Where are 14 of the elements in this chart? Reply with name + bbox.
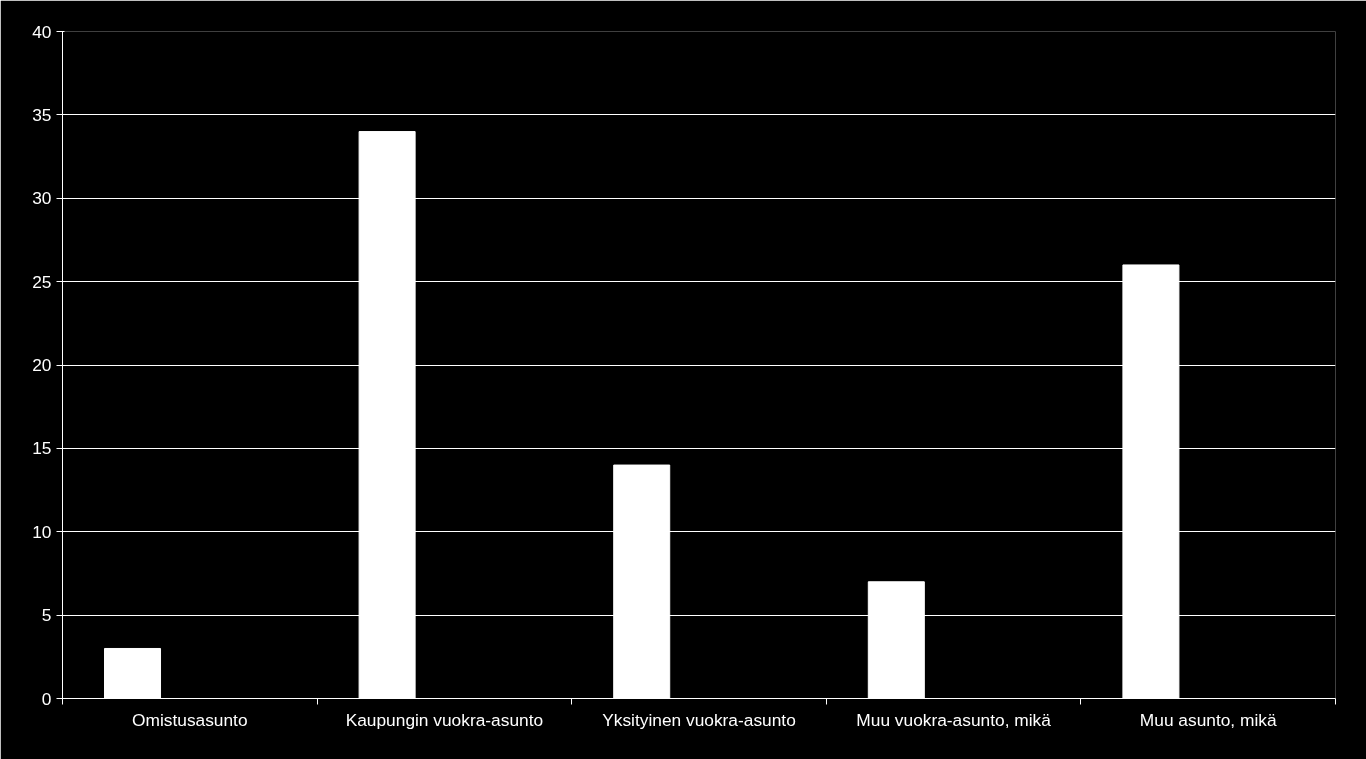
y-tick-label: 20 xyxy=(32,355,52,375)
x-tick-label: Muu vuokra-asunto, mikä xyxy=(856,709,1052,730)
y-tick-label: 10 xyxy=(32,521,52,542)
y-tick-label: 5 xyxy=(41,605,52,626)
x-tick-label: Kaupungin vuokra-asunto xyxy=(345,709,544,730)
y-tick-label: 0 xyxy=(41,688,52,709)
y-tick-label: 40 xyxy=(32,21,52,42)
y-tick-label: 15 xyxy=(32,438,52,459)
x-tick-label: Muu asunto, mikä xyxy=(1139,709,1277,730)
y-tick-label: 25 xyxy=(32,271,52,292)
x-tick-label: Yksityinen vuokra-asunto xyxy=(602,709,796,730)
x-tick-label: Omistusasunto xyxy=(132,709,248,730)
y-tick-label: 30 xyxy=(32,188,52,209)
y-tick-label: 35 xyxy=(32,104,52,125)
